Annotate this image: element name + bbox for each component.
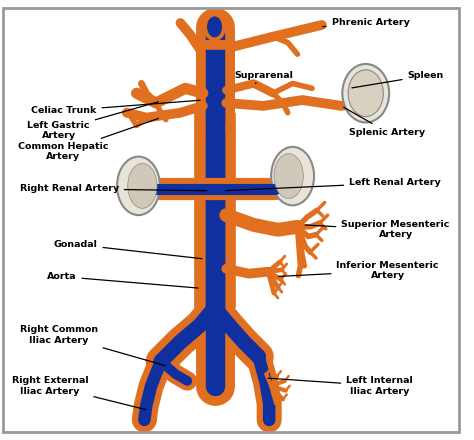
Ellipse shape	[204, 13, 225, 40]
Text: Aorta: Aorta	[47, 272, 198, 288]
Ellipse shape	[342, 64, 389, 122]
Text: Phrenic Artery: Phrenic Artery	[323, 18, 410, 27]
Ellipse shape	[208, 17, 221, 37]
Text: Right Common
Iliac Artery: Right Common Iliac Artery	[19, 326, 165, 366]
Text: Inferior Mesenteric
Artery: Inferior Mesenteric Artery	[279, 261, 439, 280]
Text: Left Gastric
Artery: Left Gastric Artery	[27, 102, 158, 140]
Ellipse shape	[128, 163, 157, 208]
Text: Celiac Trunk: Celiac Trunk	[31, 100, 200, 115]
Ellipse shape	[348, 70, 383, 117]
Text: Common Hepatic
Artery: Common Hepatic Artery	[18, 118, 158, 161]
Ellipse shape	[274, 154, 303, 198]
Text: Superior Mesenteric
Artery: Superior Mesenteric Artery	[305, 220, 450, 239]
Ellipse shape	[271, 147, 314, 205]
Text: Right Renal Artery: Right Renal Artery	[19, 184, 207, 193]
Text: Right External
Iliac Artery: Right External Iliac Artery	[12, 376, 146, 410]
Ellipse shape	[201, 84, 228, 113]
Text: Left Internal
Iliac Artery: Left Internal Iliac Artery	[268, 376, 413, 396]
Ellipse shape	[117, 157, 160, 215]
Text: Spleen: Spleen	[352, 71, 444, 88]
Text: Gonadal: Gonadal	[54, 240, 202, 259]
Text: Left Renal Artery: Left Renal Artery	[225, 179, 441, 191]
Text: Suprarenal: Suprarenal	[234, 71, 293, 84]
Text: Splenic Artery: Splenic Artery	[344, 107, 425, 137]
